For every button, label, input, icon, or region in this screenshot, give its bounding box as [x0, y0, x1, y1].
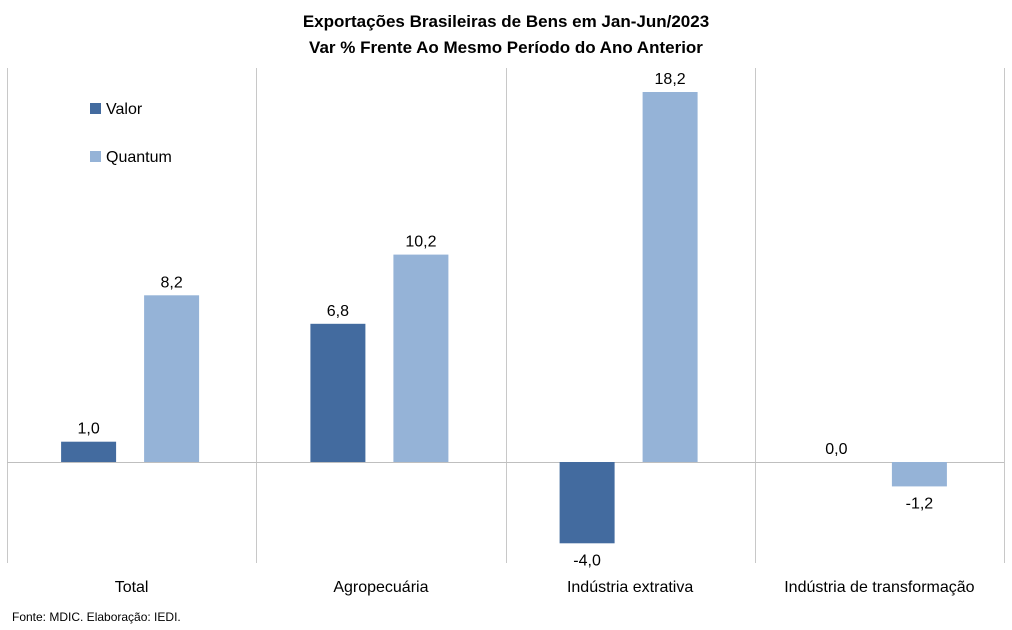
data-label: 8,2 [160, 274, 182, 291]
data-label: 6,8 [327, 303, 349, 320]
category-label: Indústria de transformação [784, 579, 974, 596]
legend-label: Valor [106, 101, 143, 118]
chart-subtitle: Var % Frente Ao Mesmo Período do Ano Ant… [309, 38, 703, 57]
legend-swatch [90, 151, 101, 162]
bar-quantum [891, 462, 947, 487]
bar-valor [559, 462, 615, 544]
source-note: Fonte: MDIC. Elaboração: IEDI. [12, 610, 181, 624]
bar-quantum [393, 254, 449, 462]
bar-quantum [144, 295, 200, 462]
legend-swatch [90, 103, 101, 114]
bar-valor [310, 323, 366, 462]
data-label: -4,0 [573, 552, 601, 569]
bar-valor [61, 441, 117, 462]
category-label: Agropecuária [333, 579, 428, 596]
data-label: 0,0 [825, 441, 847, 458]
data-label: 18,2 [655, 71, 686, 88]
data-label: 10,2 [405, 234, 436, 251]
legend-label: Quantum [106, 149, 172, 166]
data-label: -1,2 [906, 495, 934, 512]
bar-quantum [642, 92, 698, 462]
chart-title: Exportações Brasileiras de Bens em Jan-J… [302, 12, 710, 31]
category-label: Indústria extrativa [567, 579, 693, 596]
category-label: Total [115, 579, 149, 596]
data-label: 1,0 [77, 421, 99, 438]
